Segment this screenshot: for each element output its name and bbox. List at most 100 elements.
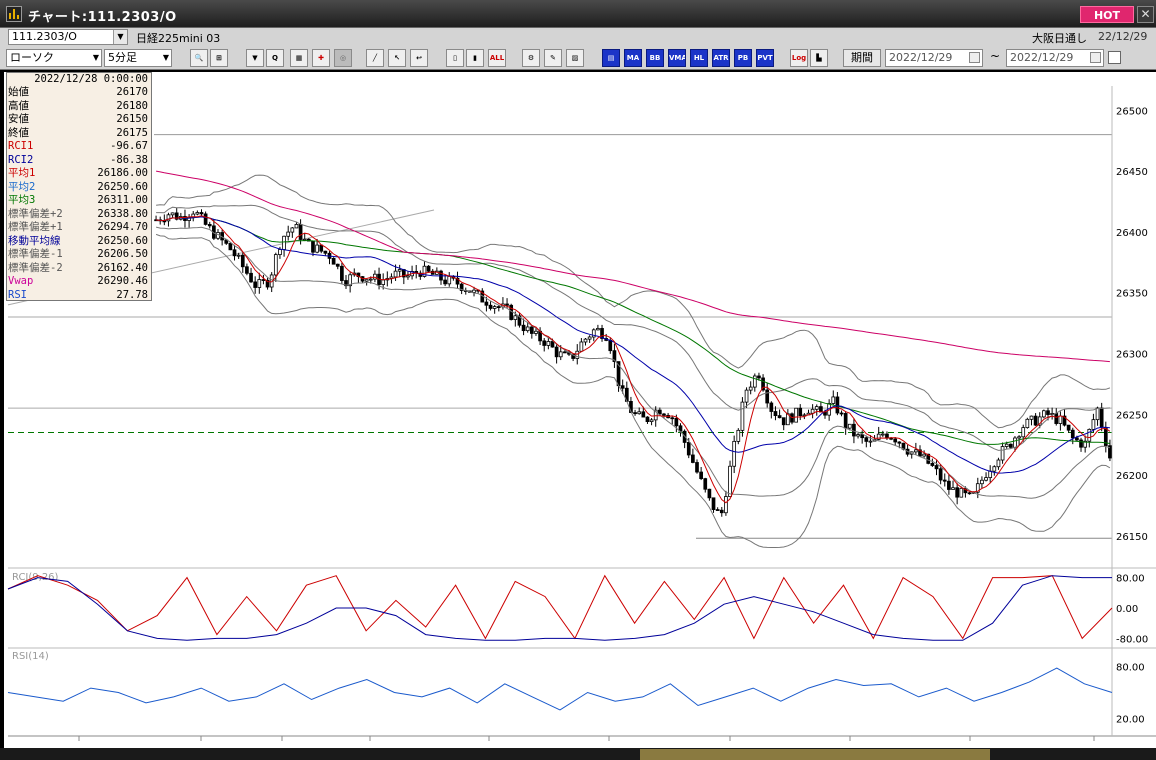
palette-icon[interactable]: ▨ [566, 49, 584, 67]
candle-body [691, 454, 695, 463]
candle-body [575, 350, 580, 359]
candle-body [406, 275, 410, 278]
chart-type-select[interactable]: ローソク ▼ [6, 49, 102, 67]
bollinger-lower-1 [155, 226, 1111, 499]
data-label: 標準偏差-1 [8, 248, 63, 260]
candle-body [455, 277, 460, 285]
price-chart-svg[interactable]: 26500 26450 26400 26350 26300 26250 26200 26150… [4, 72, 1156, 760]
undo-icon[interactable]: ↩ [410, 49, 428, 67]
data-value: 27.78 [116, 288, 148, 301]
cross-icon[interactable]: ✚ [312, 49, 330, 67]
candle-body [447, 276, 452, 285]
candle-body [496, 306, 501, 308]
data-label: 平均3 [8, 194, 36, 206]
candle-body [918, 449, 922, 457]
interval-select[interactable]: 5分足 ▼ [104, 49, 172, 67]
price-tick-label: 26500 [1116, 106, 1148, 117]
candle-body [703, 478, 708, 490]
data-label: 始値 [8, 86, 29, 98]
date-from-input[interactable]: 2022/12/29 [885, 49, 983, 67]
ma-icon[interactable]: MA [624, 49, 642, 67]
scroll-strip[interactable] [640, 749, 990, 760]
data-row: RCI2 -86.38 [7, 154, 151, 168]
chevron-down-icon[interactable]: ▼ [113, 30, 127, 44]
date-to-input[interactable]: 2022/12/29 [1006, 49, 1104, 67]
candle-body [240, 254, 245, 268]
bars-icon[interactable]: ▦ [290, 49, 308, 67]
chevron-down-icon[interactable]: ▼ [162, 53, 169, 62]
close-button[interactable]: ✕ [1137, 6, 1154, 23]
chart-type-value: ローソク [10, 51, 54, 64]
candle-body [583, 338, 588, 343]
candle-body [1083, 440, 1088, 448]
pb-icon[interactable]: PB [734, 49, 752, 67]
candle-right-icon[interactable]: ▮ [466, 49, 484, 67]
disabled-icon[interactable]: ◎ [334, 49, 352, 67]
candle-left-icon[interactable]: ▯ [446, 49, 464, 67]
bb-icon[interactable]: BB [646, 49, 664, 67]
data-value: 26175 [116, 126, 148, 139]
rci-tick-label: 0.00 [1116, 604, 1138, 615]
settings-icon[interactable]: ⚙ [522, 49, 540, 67]
candle-body [889, 437, 893, 440]
candle-body [1033, 415, 1038, 426]
pencil-icon[interactable]: ✎ [544, 49, 562, 67]
candle-body [1066, 424, 1071, 431]
candle-body [633, 412, 637, 415]
layout-icon[interactable]: ▙ [810, 49, 828, 67]
download-icon[interactable]: ▼ [246, 49, 264, 67]
candle-body [591, 329, 596, 338]
table-icon[interactable]: ▤ [602, 49, 620, 67]
chart-area[interactable]: 26500 26450 26400 26350 26300 26250 26200 26150… [4, 72, 1156, 760]
candle-body [699, 471, 703, 479]
candle-body [984, 477, 988, 481]
grid-icon[interactable]: ⊞ [210, 49, 228, 67]
candle-body [170, 212, 175, 216]
bollinger-upper-2 [156, 174, 1111, 429]
candle-body [761, 377, 765, 391]
trendline-icon[interactable]: ╱ [366, 49, 384, 67]
candle-body [1029, 415, 1034, 420]
candle-body [814, 406, 819, 410]
vma-icon[interactable]: VMA [668, 49, 686, 67]
hot-button[interactable]: HOT [1080, 6, 1134, 23]
calendar-icon[interactable] [1090, 52, 1101, 63]
data-label: 移動平均線 [8, 234, 61, 247]
candle-body [265, 279, 270, 288]
candle-body [773, 411, 778, 417]
zoom-icon[interactable]: 🔍 [190, 49, 208, 67]
cursor-icon[interactable]: ↖ [388, 49, 406, 67]
symbol-select[interactable]: 111.2303/O ▼ [8, 29, 128, 45]
chevron-down-icon[interactable]: ▼ [92, 53, 99, 62]
all-icon[interactable]: ALL [488, 49, 506, 67]
search-icon[interactable]: Q [266, 49, 284, 67]
log-icon[interactable]: Log [790, 49, 808, 67]
candle-body [459, 283, 464, 291]
atr-icon[interactable]: ATR [712, 49, 730, 67]
pvt-icon[interactable]: PVT [756, 49, 774, 67]
candle-body [740, 401, 745, 431]
candle-body [612, 350, 617, 362]
calendar-icon[interactable] [969, 52, 980, 63]
candle-body [707, 488, 712, 499]
candle-body [868, 440, 873, 443]
date-to-value: 2022/12/29 [1010, 51, 1074, 64]
candle-body [880, 433, 885, 436]
data-row: 標準偏差-1 26206.50 [7, 248, 151, 262]
option-checkbox[interactable] [1108, 51, 1121, 64]
candle-body [1021, 427, 1026, 438]
data-row: 標準偏差+2 26338.80 [7, 208, 151, 222]
period-button[interactable]: 期間 [843, 49, 881, 67]
data-row: 平均3 26311.00 [7, 194, 151, 208]
candle-body [831, 396, 836, 404]
data-row: Vwap 26290.46 [7, 275, 151, 289]
candle-body [769, 402, 774, 412]
candle-body [728, 465, 732, 497]
candle-body [542, 340, 547, 346]
data-row: 始値 26170 [7, 86, 151, 100]
candle-body [286, 231, 291, 237]
candle-body [930, 462, 935, 466]
hl-icon[interactable]: HL [690, 49, 708, 67]
candle-body [942, 479, 947, 482]
